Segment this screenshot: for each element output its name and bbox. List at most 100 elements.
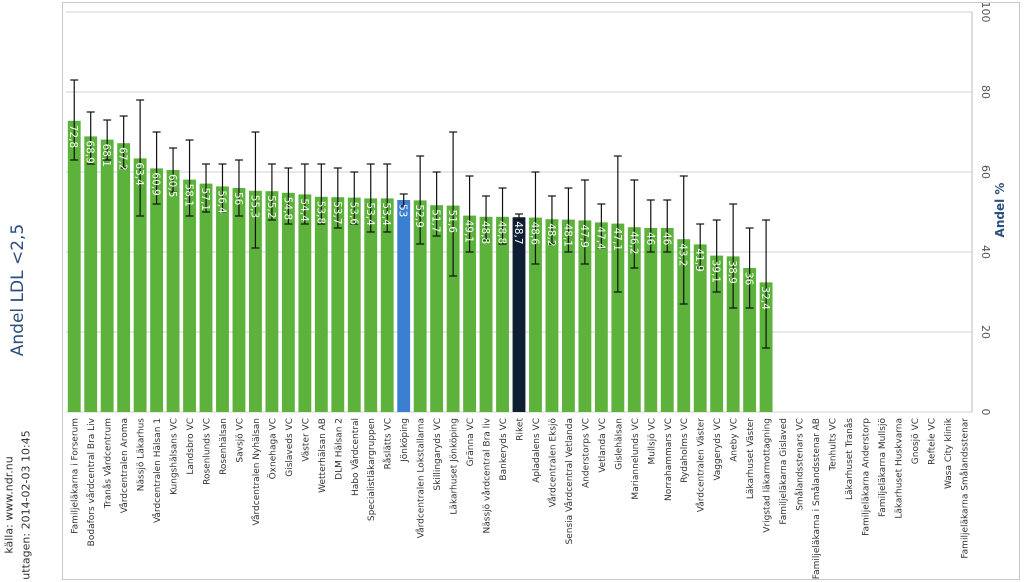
x-tick-label: Läkarhuset Tranås	[844, 418, 855, 500]
value-label: 53,8	[314, 201, 326, 224]
bar	[660, 228, 674, 412]
bar	[347, 197, 361, 412]
value-label: 53,4	[380, 202, 392, 226]
x-tick-label: Vårdcentralen Hälsan 1	[152, 418, 163, 523]
bar	[578, 220, 592, 412]
x-tick-label: Läkarhuset Jönköping	[450, 418, 460, 515]
x-tick-label: Öxnehaga VC	[267, 418, 278, 479]
value-label: 60,5	[166, 174, 178, 197]
bar	[611, 223, 625, 412]
x-tick-label: Vaggeryds VC	[713, 418, 723, 481]
bar	[496, 216, 509, 412]
x-tick-label: Bankeryds VC	[499, 418, 509, 481]
bar	[298, 194, 312, 412]
value-label: 54,4	[298, 198, 310, 222]
x-tick-label: Habo Vårdcentral	[350, 418, 361, 496]
x-tick-label: Väster VC	[301, 418, 311, 462]
x-tick-label: Tenhults VC	[828, 418, 838, 472]
value-label: 47,4	[594, 226, 606, 250]
y-tick-label: 100	[979, 2, 992, 23]
x-tick-label: Aneby VC	[730, 418, 740, 462]
value-label: 43,2	[677, 243, 689, 266]
bar	[314, 196, 328, 412]
value-label: 58,1	[183, 184, 195, 207]
bar	[150, 168, 164, 412]
x-tick-label: Specialistläkargruppen	[367, 418, 377, 521]
value-label: 60,9	[150, 172, 162, 195]
value-labels: 72,8 68,9 68,1 67,2 63,4 60,9 60,5 58,1 57,1 56,4…	[67, 125, 771, 310]
value-label: 56,4	[215, 190, 227, 214]
x-tick-label: Familjeläkarna i Forserum	[71, 418, 81, 534]
bar	[743, 268, 757, 412]
value-label: 47,9	[578, 224, 590, 247]
y-axis-label: Andel %	[993, 182, 1007, 238]
x-tick-label: Familjeläkarna Anderstorp	[861, 418, 871, 536]
x-tick-label: Vårdcentralen Väster	[696, 418, 707, 512]
chart-title: Andel LDL <2,5	[8, 223, 28, 357]
bar	[331, 197, 345, 412]
value-label: 54,8	[281, 197, 293, 220]
x-tick-label: Vårdcentralen Lokstallarna	[416, 418, 427, 538]
value-label: 48,1	[561, 224, 573, 247]
x-tick-label: Vårdcentralen Nyhälsan	[251, 418, 262, 525]
value-label: 46	[644, 232, 656, 246]
value-label: 48,6	[528, 222, 540, 246]
extract-date-text: uttagen: 2014-02-03 10:45	[19, 430, 33, 580]
bars	[67, 120, 773, 413]
x-tick-label: Landsbro VC	[186, 418, 196, 475]
bar	[430, 205, 444, 412]
x-tick-label: Savsjö VC	[235, 418, 245, 463]
value-label: 53,7	[331, 201, 343, 224]
y-tick-label: 80	[979, 85, 992, 99]
x-tick-label: Skillingaryds VC	[433, 418, 443, 491]
bar	[529, 217, 542, 412]
bar	[561, 219, 575, 412]
x-tick-label: Wasa City klinik	[944, 417, 954, 489]
bar	[133, 158, 147, 412]
bar	[281, 192, 295, 412]
x-tick-label: Familjeläkarna Mullsjö	[878, 418, 888, 518]
value-label: 68,1	[100, 144, 112, 167]
bar	[199, 183, 213, 412]
x-tick-label: Anderstorps VC	[581, 418, 591, 488]
value-label: 36	[743, 272, 755, 286]
x-tick-label: Rosenhälsan	[219, 418, 229, 475]
bar	[380, 198, 394, 412]
value-label: 41,9	[693, 248, 705, 271]
x-tick-label: Läkarhuset Väster	[746, 418, 756, 499]
x-tick-label: Kungshälsans VC	[170, 418, 180, 495]
x-tick-label: Läkarhuset Huskvarna	[894, 418, 904, 519]
x-tick-label: Sensia Vårdcentral Vetlanda	[564, 418, 575, 545]
value-label: 53	[397, 204, 409, 217]
value-label: 55,2	[265, 195, 277, 218]
bar	[693, 244, 707, 412]
bar	[413, 200, 427, 412]
bar	[397, 200, 411, 412]
y-tick-label: 60	[979, 165, 992, 179]
value-label: 46,2	[627, 231, 639, 254]
bar	[100, 139, 114, 412]
x-tick-label: Nässjö vårdcentral Bra liv	[482, 417, 493, 533]
x-tick-label: Rosenlunds VC	[203, 418, 213, 485]
value-label: 53,6	[347, 202, 359, 226]
bar	[594, 222, 608, 412]
y-tick-label: 0	[979, 409, 992, 416]
x-tick-labels: Familjeläkarna i Forserum Bodafors vårdce…	[71, 417, 971, 579]
x-tick-label: Mariannelunds VC	[631, 418, 641, 500]
bar	[512, 217, 526, 412]
value-label: 57,1	[199, 188, 211, 211]
value-label: 68,9	[84, 140, 96, 163]
chart-border	[62, 2, 1020, 580]
y-tick-label: 40	[979, 245, 992, 259]
value-label: 47,1	[611, 228, 623, 251]
bar	[67, 120, 81, 413]
value-label: 46	[660, 232, 672, 246]
value-label: 63,4	[133, 162, 145, 186]
x-tick-label: Rydaholms VC	[680, 418, 690, 483]
x-tick-label: Familjeläkarna i Smålandsstenar AB	[811, 418, 822, 579]
value-label: 52,9	[413, 204, 425, 227]
x-tick-label: Gnosjö VC	[911, 418, 921, 464]
x-tick-label: Bodafors vårdcentral Bra Liv	[86, 417, 97, 546]
x-tick-label: Jönköping	[400, 418, 410, 463]
y-tick-labels: 0 20 40 60 80 100	[979, 2, 992, 416]
